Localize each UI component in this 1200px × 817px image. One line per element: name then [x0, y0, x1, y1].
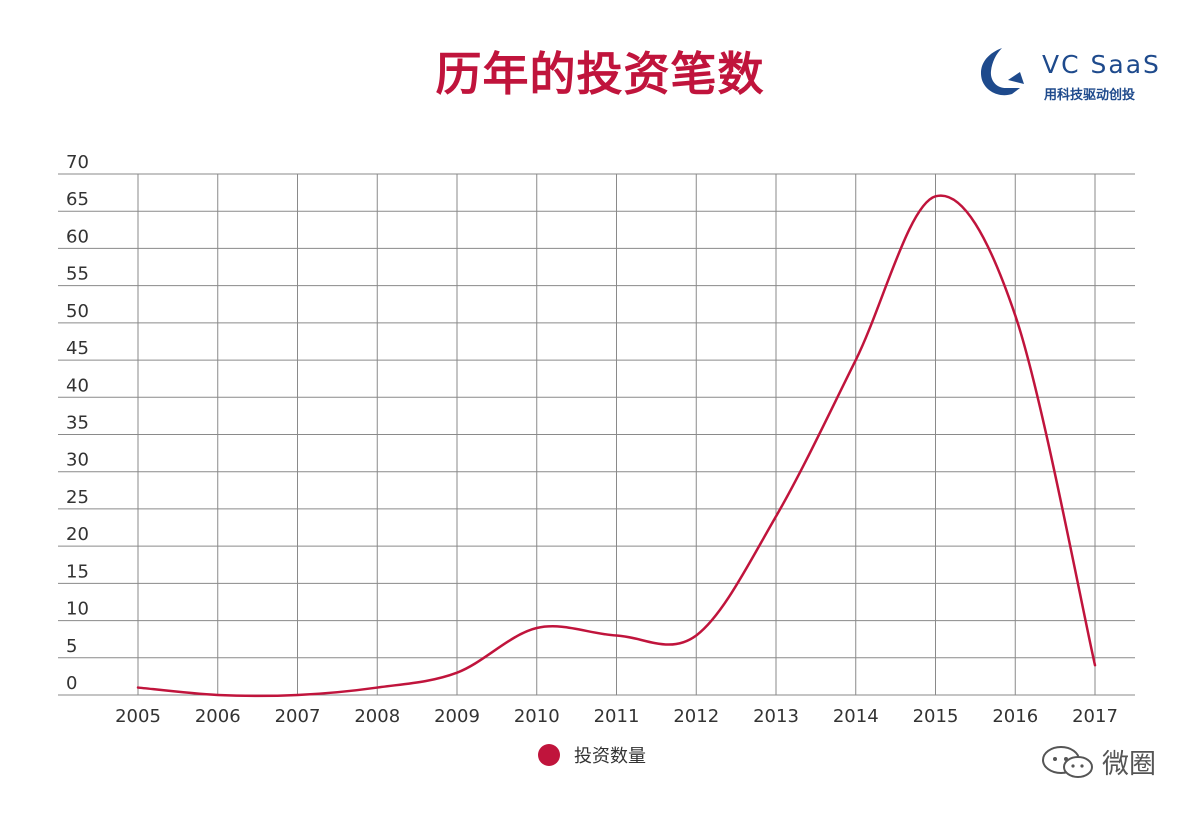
series-layer [136, 194, 1097, 698]
data-point-2011 [615, 633, 619, 637]
logo-name: VC SaaS [1042, 50, 1161, 79]
x-tick-label: 2007 [275, 706, 321, 727]
watermark: 微圈 [1040, 742, 1156, 781]
x-tick-label: 2011 [594, 706, 640, 727]
x-tick-label: 2012 [673, 706, 719, 727]
x-tick-label: 2014 [833, 706, 879, 727]
y-tick-label: 45 [66, 338, 89, 359]
legend-label: 投资数量 [574, 746, 646, 767]
data-point-2014 [854, 358, 858, 362]
x-tick-label: 2010 [514, 706, 560, 727]
data-point-2012 [694, 633, 698, 637]
x-tick-label: 2006 [195, 706, 241, 727]
horizontal-gridlines [58, 173, 1135, 696]
x-axis-tick-labels: 2005 2006 2007 2008 2009 2010 2011 2012 2013 2014… [115, 706, 1118, 727]
data-point-2008 [375, 686, 379, 690]
x-tick-label: 2008 [354, 706, 400, 727]
legend: 投资数量 [538, 742, 646, 768]
y-tick-label: 70 [66, 152, 89, 173]
y-tick-label: 55 [66, 264, 89, 285]
y-tick-label: 60 [66, 226, 89, 247]
brand-logo: VC SaaS 用科技驱动创投 [976, 40, 1159, 106]
data-point-2007 [296, 693, 300, 697]
logo-slogan: 用科技驱动创投 [1044, 88, 1136, 103]
x-tick-label: 2015 [913, 706, 959, 727]
vc-saas-logo-icon [980, 48, 1024, 96]
y-tick-label: 50 [66, 301, 89, 322]
x-tick-label: 2013 [753, 706, 799, 727]
chart-title: 历年的投资笔数 [435, 47, 765, 101]
y-axis-tick-labels: 0 5 10 15 20 25 30 35 40 45 50 55 60 65 70 [66, 152, 89, 694]
y-tick-label: 35 [66, 413, 89, 434]
y-tick-label: 30 [66, 450, 89, 471]
x-tick-label: 2016 [992, 706, 1038, 727]
y-tick-label: 65 [66, 189, 89, 210]
vertical-gridlines [137, 174, 1096, 695]
y-tick-label: 15 [66, 561, 89, 582]
wechat-moments-icon [1042, 745, 1093, 778]
data-point-2015 [934, 194, 938, 198]
y-tick-label: 25 [66, 487, 89, 508]
watermark-text: 微圈 [1102, 749, 1156, 780]
series-line-investments [136, 194, 1097, 698]
y-tick-label: 5 [66, 636, 77, 657]
y-tick-label: 0 [66, 673, 77, 694]
legend-marker [538, 744, 560, 766]
x-tick-label: 2005 [115, 706, 161, 727]
data-point-2017 [1093, 663, 1097, 667]
y-tick-label: 10 [66, 599, 89, 620]
data-point-2005 [136, 686, 140, 690]
x-tick-label: 2009 [434, 706, 480, 727]
data-point-2013 [774, 514, 778, 518]
data-point-2006 [216, 693, 220, 697]
x-tick-label: 2017 [1072, 706, 1118, 727]
data-point-2009 [455, 671, 459, 675]
y-tick-label: 20 [66, 524, 89, 545]
y-tick-label: 40 [66, 375, 89, 396]
data-point-2010 [535, 626, 539, 630]
data-point-2016 [1013, 313, 1017, 317]
